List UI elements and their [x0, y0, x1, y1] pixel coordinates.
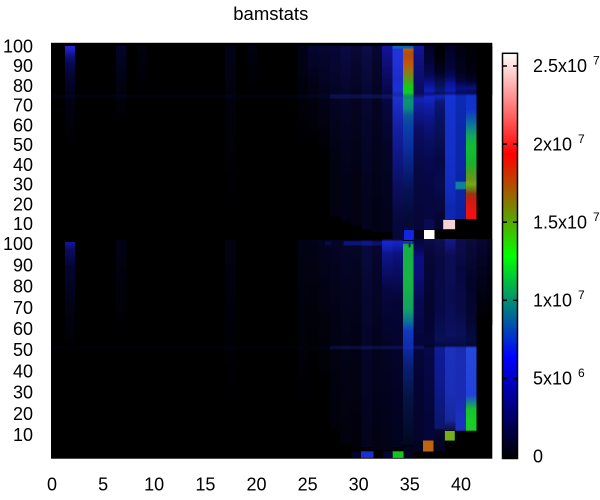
svg-text:90: 90	[13, 255, 33, 275]
svg-text:20: 20	[246, 475, 266, 495]
svg-text:60: 60	[13, 319, 33, 339]
svg-text:35: 35	[400, 475, 420, 495]
svg-text:0: 0	[47, 475, 57, 495]
svg-text:100: 100	[3, 234, 33, 254]
svg-text:20: 20	[13, 194, 33, 214]
svg-text:30: 30	[13, 175, 33, 195]
svg-text:10: 10	[13, 214, 33, 234]
svg-text:40: 40	[13, 361, 33, 381]
svg-text:30: 30	[13, 383, 33, 403]
svg-text:10: 10	[144, 475, 164, 495]
svg-text:15: 15	[195, 475, 215, 495]
svg-text:70: 70	[13, 298, 33, 318]
svg-text:10: 10	[13, 425, 33, 445]
svg-text:50: 50	[13, 340, 33, 360]
svg-text:5: 5	[98, 475, 108, 495]
svg-text:30: 30	[349, 475, 369, 495]
svg-text:90: 90	[13, 56, 33, 76]
svg-text:40: 40	[13, 155, 33, 175]
svg-text:70: 70	[13, 96, 33, 116]
svg-text:80: 80	[13, 277, 33, 297]
svg-text:50: 50	[13, 135, 33, 155]
svg-text:bamstats: bamstats	[233, 3, 308, 24]
svg-text:60: 60	[13, 115, 33, 135]
svg-text:20: 20	[13, 404, 33, 424]
svg-text:25: 25	[298, 475, 318, 495]
svg-text:80: 80	[13, 76, 33, 96]
svg-text:0: 0	[533, 447, 543, 467]
svg-text:100: 100	[3, 37, 33, 57]
svg-text:40: 40	[451, 475, 471, 495]
